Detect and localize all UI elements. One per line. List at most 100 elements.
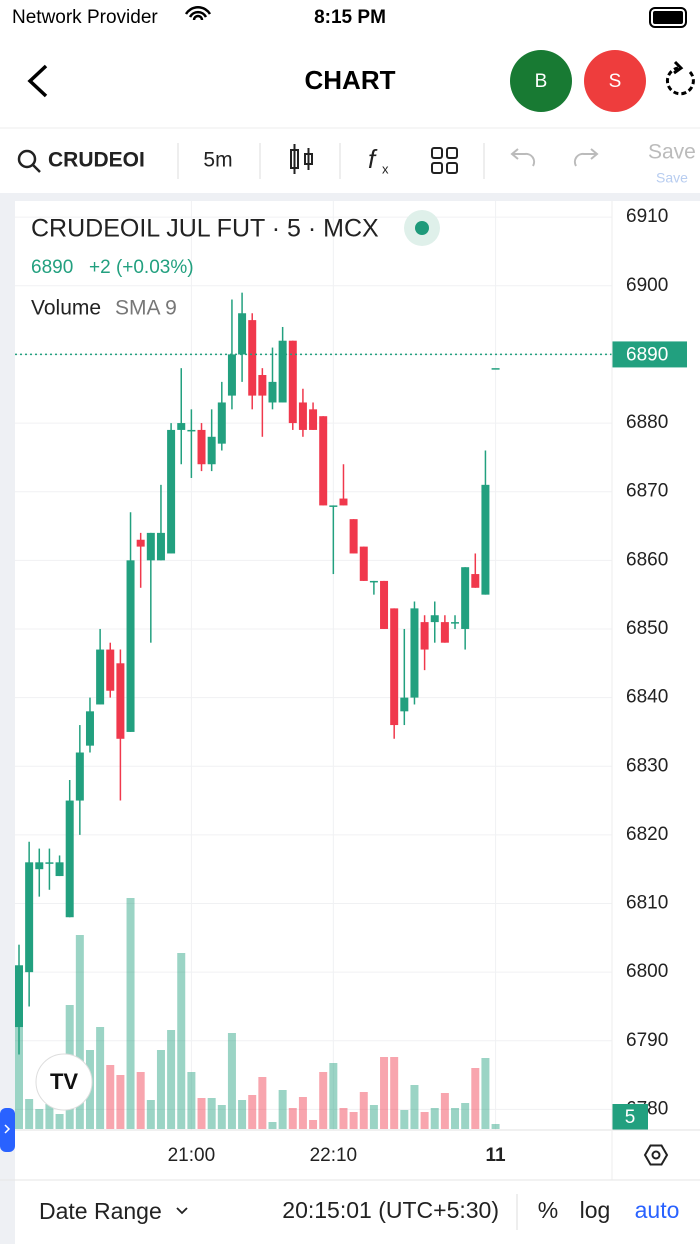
volume-bar xyxy=(238,1100,247,1129)
buy-label[interactable]: B xyxy=(535,71,548,92)
volume-bar xyxy=(248,1095,257,1129)
sell-button[interactable] xyxy=(584,50,646,112)
volume-bar xyxy=(35,1109,44,1129)
candle-body xyxy=(390,608,399,726)
volume-bar xyxy=(298,1097,307,1129)
y-tick-label: 6900 xyxy=(626,275,668,296)
buy-button[interactable] xyxy=(510,50,572,112)
side-toggle-arrow xyxy=(4,1124,11,1134)
volume-bar xyxy=(491,1124,500,1129)
volume-bar xyxy=(187,1072,196,1129)
log-toggle[interactable]: log xyxy=(580,1197,611,1223)
candle-body xyxy=(380,580,389,629)
last-price-label: 6890 xyxy=(626,344,668,365)
volume-bar xyxy=(268,1122,277,1129)
undo-button[interactable] xyxy=(510,148,536,167)
volume-bar xyxy=(227,1033,236,1129)
clock: 8:15 PM xyxy=(314,7,386,28)
volume-bar xyxy=(106,1065,115,1129)
symbol-search[interactable]: CRUDEOI xyxy=(48,149,145,172)
candle-body xyxy=(146,532,155,561)
search-icon-handle xyxy=(32,164,41,173)
candle-body xyxy=(35,862,44,870)
volume-bar xyxy=(481,1058,490,1129)
y-tick-label: 6840 xyxy=(626,687,668,708)
volume-bar xyxy=(369,1105,378,1129)
volume-bar xyxy=(207,1098,216,1129)
candle-body xyxy=(369,580,378,583)
candle-body xyxy=(136,539,145,547)
chart-type-button[interactable] xyxy=(290,144,313,174)
candle-body xyxy=(187,429,196,432)
volume-bar xyxy=(329,1063,338,1129)
candle-body xyxy=(400,697,409,712)
candle-body xyxy=(278,340,287,403)
volume-bar xyxy=(400,1110,409,1129)
x-tick-label: 21:00 xyxy=(168,1145,216,1166)
candle-body xyxy=(491,368,500,370)
interval-button[interactable]: 5m xyxy=(203,149,232,172)
price-axis: 6780679068006810682068306840685068606870… xyxy=(612,206,687,1130)
candles xyxy=(15,292,612,1055)
candle-body xyxy=(85,711,94,746)
volume-bar xyxy=(319,1072,328,1129)
volume-bar xyxy=(197,1098,206,1129)
volume-legend: Volume xyxy=(31,297,101,320)
last-price-badge xyxy=(612,341,687,368)
volume-bar xyxy=(420,1112,429,1129)
volume-bar xyxy=(136,1072,145,1129)
candle-body xyxy=(177,423,186,430)
candle-body xyxy=(339,498,348,506)
candle-body xyxy=(359,546,368,581)
candle-body xyxy=(227,354,236,396)
back-button[interactable] xyxy=(27,64,48,98)
volume-bar xyxy=(116,1075,125,1129)
candle-body xyxy=(298,402,307,430)
candle-body xyxy=(451,622,460,624)
candle-body xyxy=(96,649,105,705)
layout-button[interactable] xyxy=(431,147,458,174)
page-title: CHART xyxy=(305,65,396,95)
date-range-button[interactable]: Date Range xyxy=(39,1198,162,1224)
volume-bar xyxy=(156,1050,165,1129)
volume-bar xyxy=(461,1103,470,1129)
settings-button[interactable] xyxy=(643,1144,669,1166)
refresh-arrow xyxy=(673,60,684,75)
volume-bar xyxy=(440,1093,449,1129)
volume-bar xyxy=(410,1085,419,1129)
candle-body xyxy=(461,567,470,629)
indicators-button[interactable]: f xyxy=(368,144,378,174)
volume-bar xyxy=(278,1090,287,1129)
save-button[interactable]: Save xyxy=(648,141,696,164)
volume-bar xyxy=(349,1112,358,1129)
legend-price: 6890 xyxy=(31,257,73,278)
candle-body xyxy=(258,375,267,396)
y-tick-label: 6870 xyxy=(626,481,668,502)
candle-body xyxy=(167,429,176,554)
auto-toggle[interactable]: auto xyxy=(635,1197,680,1223)
candle-body xyxy=(106,649,115,691)
battery xyxy=(649,7,687,28)
volume-bar xyxy=(15,1009,23,1129)
redo-button[interactable] xyxy=(573,148,599,167)
volume-bar xyxy=(146,1100,155,1129)
candle-body xyxy=(238,313,247,355)
sell-label[interactable]: S xyxy=(609,71,622,92)
candle-body xyxy=(329,505,338,507)
chart-left-border xyxy=(0,193,15,1244)
volume-bar xyxy=(167,1030,176,1129)
legend-change: +2 (+0.03%) xyxy=(89,257,194,278)
volume-bar xyxy=(451,1108,460,1129)
last-volume-badge xyxy=(612,1104,648,1130)
y-tick-label: 6800 xyxy=(626,961,668,982)
tv-logo[interactable] xyxy=(35,1053,93,1111)
refresh-button[interactable] xyxy=(665,66,695,96)
y-tick-label: 6850 xyxy=(626,618,668,639)
candle-body xyxy=(288,340,297,424)
y-tick-label: 6790 xyxy=(626,1030,668,1051)
search-icon[interactable] xyxy=(17,149,37,169)
clock-timezone[interactable]: 20:15:01 (UTC+5:30) xyxy=(282,1197,499,1223)
percent-toggle[interactable]: % xyxy=(538,1197,558,1223)
